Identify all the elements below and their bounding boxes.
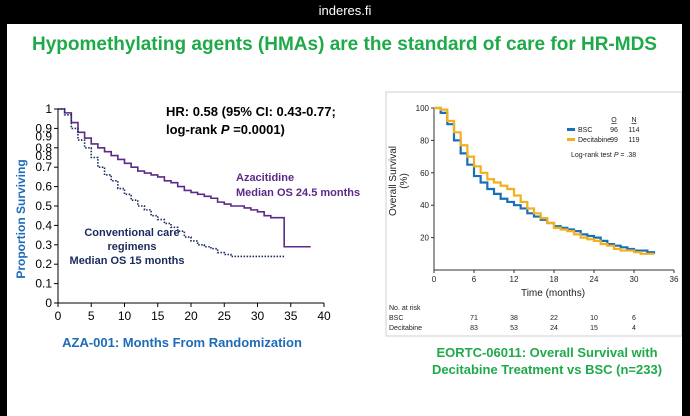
eortc-x-tick-label: 12 <box>510 275 519 284</box>
aza001-y-tick-label: 1 <box>45 102 52 116</box>
eortc-x-tick-label: 18 <box>550 275 559 284</box>
site-name: inderes.fi <box>318 3 372 18</box>
aza001-y-tick-label: 0.1 <box>35 277 52 291</box>
aza001-y-tick-label: 0.8 <box>35 141 52 155</box>
aza001-x-label: AZA-001: Months From Randomization <box>62 335 302 350</box>
at-risk-value: 53 <box>510 325 518 332</box>
legend-label-decitabine: Decitabine <box>578 137 611 144</box>
at-risk-value: 6 <box>632 315 636 322</box>
aza001-x-tick-label: 5 <box>88 309 95 323</box>
eortc-x-tick-label: 0 <box>432 275 437 284</box>
aza-label-line1: Azacitidine <box>236 172 294 184</box>
browser-bar: inderes.fi <box>0 0 690 24</box>
eortc-y-tick-label: 100 <box>416 104 430 113</box>
ccr-label-line2: regimens <box>108 241 157 253</box>
eortc-legend: O N BSC 96 114 Decitabine 99 119 Log-ran… <box>567 117 640 159</box>
aza001-y-tick-label: 0.5 <box>35 199 52 213</box>
at-risk-value: 4 <box>632 325 636 332</box>
eortc-y-tick-label: 40 <box>420 201 429 210</box>
aza001-y-tick-label: 0 <box>45 296 52 310</box>
eortc-y-label-line1: Overall Survival <box>388 146 399 216</box>
hr-text-line2: log-rank P =0.0001) <box>166 122 285 137</box>
eortc-series-bsc <box>434 106 656 254</box>
eortc-y-label-line2: (%) <box>399 173 410 189</box>
aza001-y-tick-label-extra: 0.9 <box>35 129 52 143</box>
aza001-x-tick-label: 15 <box>151 309 165 323</box>
eortc-caption-line2: Decitabine Treatment vs BSC (n=233) <box>431 362 663 377</box>
aza-label-line2: Median OS 24.5 months <box>236 187 360 199</box>
aza001-y-tick-label: 0.9 <box>35 121 52 135</box>
at-risk-label-decitabine: Decitabine <box>389 325 422 332</box>
legend-n-bsc: 114 <box>628 127 639 134</box>
eortc-x-ticks: 0 6 12 18 24 30 36 <box>432 270 679 284</box>
aza001-y-tick-label: 0.4 <box>35 218 52 232</box>
aza001-x-tick-label: 35 <box>284 309 298 323</box>
slide: Hypomethylating agents (HMAs) are the st… <box>7 24 682 416</box>
aza001-x-tick-label: 30 <box>251 309 265 323</box>
at-risk-values: 71 38 22 10 6 83 53 24 15 4 <box>470 315 636 332</box>
eortc-x-tick-label: 36 <box>670 275 679 284</box>
eortc-y-tick-label: 20 <box>420 234 429 243</box>
eortc-x-tick-label: 30 <box>630 275 639 284</box>
aza001-series-azacitidine <box>58 108 311 248</box>
eortc-series-decitabine <box>434 106 654 255</box>
aza001-x-tick-label: 25 <box>218 309 232 323</box>
aza001-y-ticks: 00.10.20.30.40.50.60.70.80.910.90.8 <box>35 102 58 310</box>
at-risk-value: 71 <box>470 315 478 322</box>
at-risk-value: 38 <box>510 315 518 322</box>
eortc-at-risk-table: No. at risk BSC Decitabine 71 38 22 10 6 83 53… <box>389 305 636 332</box>
aza001-x-tick-label: 10 <box>118 309 132 323</box>
at-risk-value: 83 <box>470 325 478 332</box>
eortc-y-tick-label: 60 <box>420 169 429 178</box>
legend-header-n: N <box>631 117 636 124</box>
legend-label-bsc: BSC <box>578 127 592 134</box>
aza001-x-tick-label: 20 <box>184 309 198 323</box>
legend-o-bsc: 96 <box>610 127 618 134</box>
aza001-series-conventional <box>58 108 285 258</box>
at-risk-value: 24 <box>550 325 558 332</box>
legend-o-decitabine: 99 <box>610 137 618 144</box>
eortc-y-ticks: 20 40 60 80 100 <box>416 104 434 243</box>
at-risk-value: 10 <box>590 315 598 322</box>
at-risk-title: No. at risk <box>389 305 421 312</box>
aza001-y-tick-label: 0.3 <box>35 238 52 252</box>
aza001-y-tick-label: 0.7 <box>35 160 52 174</box>
legend-swatch-decitabine <box>567 138 575 141</box>
eortc-y-tick-label: 80 <box>420 136 429 145</box>
aza001-x-tick-label: 40 <box>317 309 331 323</box>
ccr-label-line1: Conventional care <box>84 227 179 239</box>
at-risk-label-bsc: BSC <box>389 315 403 322</box>
eortc-x-tick-label: 24 <box>590 275 599 284</box>
aza001-x-tick-label: 0 <box>55 309 62 323</box>
eortc-x-tick-label: 6 <box>472 275 477 284</box>
legend-n-decitabine: 119 <box>628 137 639 144</box>
legend-logrank: Log-rank test P = .38 <box>571 152 636 159</box>
ccr-label-line3: Median OS 15 months <box>70 255 185 267</box>
legend-swatch-bsc <box>567 128 575 131</box>
slide-title: Hypomethylating agents (HMAs) are the st… <box>32 34 657 55</box>
eortc-x-label: Time (months) <box>521 288 585 299</box>
eortc-caption: EORTC-06011: Overall Survival with Decit… <box>412 344 682 378</box>
legend-header-o: O <box>611 117 617 124</box>
aza001-y-tick-label-extra: 0.8 <box>35 149 52 163</box>
eortc-caption-line1: EORTC-06011: Overall Survival with <box>436 345 658 360</box>
at-risk-value: 22 <box>550 315 558 322</box>
at-risk-value: 15 <box>590 325 598 332</box>
aza001-y-tick-label: 0.6 <box>35 180 52 194</box>
aza001-y-label: Proportion Surviving <box>14 159 28 278</box>
aza001-y-tick-label: 0.2 <box>35 257 52 271</box>
aza001-chart: 00.10.20.30.40.50.60.70.80.910.90.8 0 5 10… <box>14 102 360 350</box>
eortc-chart: 20 40 60 80 100 0 6 12 18 24 30 36 Overall Surviva… <box>385 91 682 337</box>
aza001-x-ticks: 0 5 10 15 20 25 30 35 40 <box>55 303 331 323</box>
hr-text-line1: HR: 0.58 (95% CI: 0.43-0.77; <box>166 104 336 119</box>
